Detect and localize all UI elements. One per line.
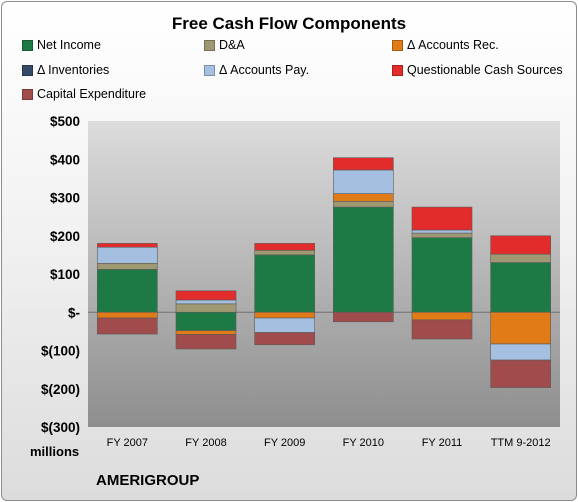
bar-segment [97,317,158,335]
legend-swatch-capital-expenditure [22,88,33,100]
legend-label-d-and-a: D&A [219,38,245,52]
y-tick-label: $(300) [41,420,80,435]
bar-segment [97,246,158,264]
bar-segment [175,311,237,331]
bar-segment [333,157,394,171]
legend-swatch-d-and-a [204,39,215,51]
legend-item-net-income: Net Income [22,38,101,52]
bar-segment [254,254,315,313]
bar-segment [175,334,237,350]
bar-segment [490,343,551,361]
legend-item-accounts-rec: Δ Accounts Rec. [392,38,499,52]
bar-segment [333,169,394,194]
bar-segment [490,235,551,255]
legend-item-accounts-pay: Δ Accounts Pay. [204,63,309,77]
plot-background [88,121,560,427]
bar-segment [411,229,473,234]
bar-segment [175,303,237,313]
bar-segment [97,243,158,248]
legend-item-capital-expenditure: Capital Expenditure [22,87,146,101]
y-tick-label: $200 [50,229,80,244]
bar-segment [97,311,158,319]
legend-swatch-net-income [22,39,33,51]
bar-segment [175,290,237,301]
x-tick-label: FY 2011 [422,437,463,449]
bar-segment [490,311,551,345]
bar-segment [254,249,315,256]
bar-segment [333,201,394,208]
bar-segment [333,311,394,323]
bar-segment [411,232,473,238]
legend-label-questionable-cash: Questionable Cash Sources [407,63,563,77]
legend-item-inventories: Δ Inventories [22,63,109,77]
x-tick-label: TTM 9-2012 [491,437,551,449]
x-tick-label: FY 2009 [264,437,305,449]
bar-segment [490,359,551,388]
bar-segment [97,262,158,270]
bar-segment [411,237,473,313]
bar-segment [333,193,394,202]
company-label: AMERIGROUP [96,472,200,489]
chart-title: Free Cash Flow Components [171,14,407,33]
y-tick-label: $(200) [41,382,80,397]
legend-label-inventories: Δ Inventories [37,63,110,77]
legend-label-accounts-pay: Δ Accounts Pay. [219,63,310,77]
bar-segment [254,332,315,346]
y-tick-label: $- [68,305,80,320]
bar-segment [490,262,551,313]
bar-segment [411,319,473,340]
legend-swatch-accounts-pay [204,64,215,76]
bar-segment [254,243,315,251]
units-label: millions [30,444,80,459]
bar-segment [254,311,315,319]
legend-swatch-questionable-cash [392,64,403,76]
bar-segment [490,253,551,263]
legend-swatch-accounts-rec [392,39,403,51]
x-tick-label: FY 2010 [343,437,384,449]
bar-segment [411,206,473,231]
y-tick-label: $300 [50,191,80,206]
legend-label-net-income: Net Income [37,38,101,52]
bar-segment [333,206,394,313]
legend-label-accounts-rec: Δ Accounts Rec. [407,38,499,52]
legend-item-questionable-cash: Questionable Cash Sources [392,63,563,77]
x-tick-label: FY 2008 [185,437,226,449]
y-tick-label: $500 [50,114,80,129]
y-tick-label: $(100) [41,344,80,359]
bar-segment [175,299,237,305]
y-tick-label: $100 [50,267,80,282]
bar-segment [254,317,315,333]
bar-segment [97,269,158,313]
bar-segment [175,330,237,335]
legend-item-d-and-a: D&A [204,38,245,52]
x-tick-label: FY 2007 [107,437,148,449]
bar-segment [411,311,473,321]
legend-swatch-inventories [22,64,33,76]
y-tick-label: $400 [50,152,80,167]
legend-label-capital-expenditure: Capital Expenditure [37,87,147,101]
